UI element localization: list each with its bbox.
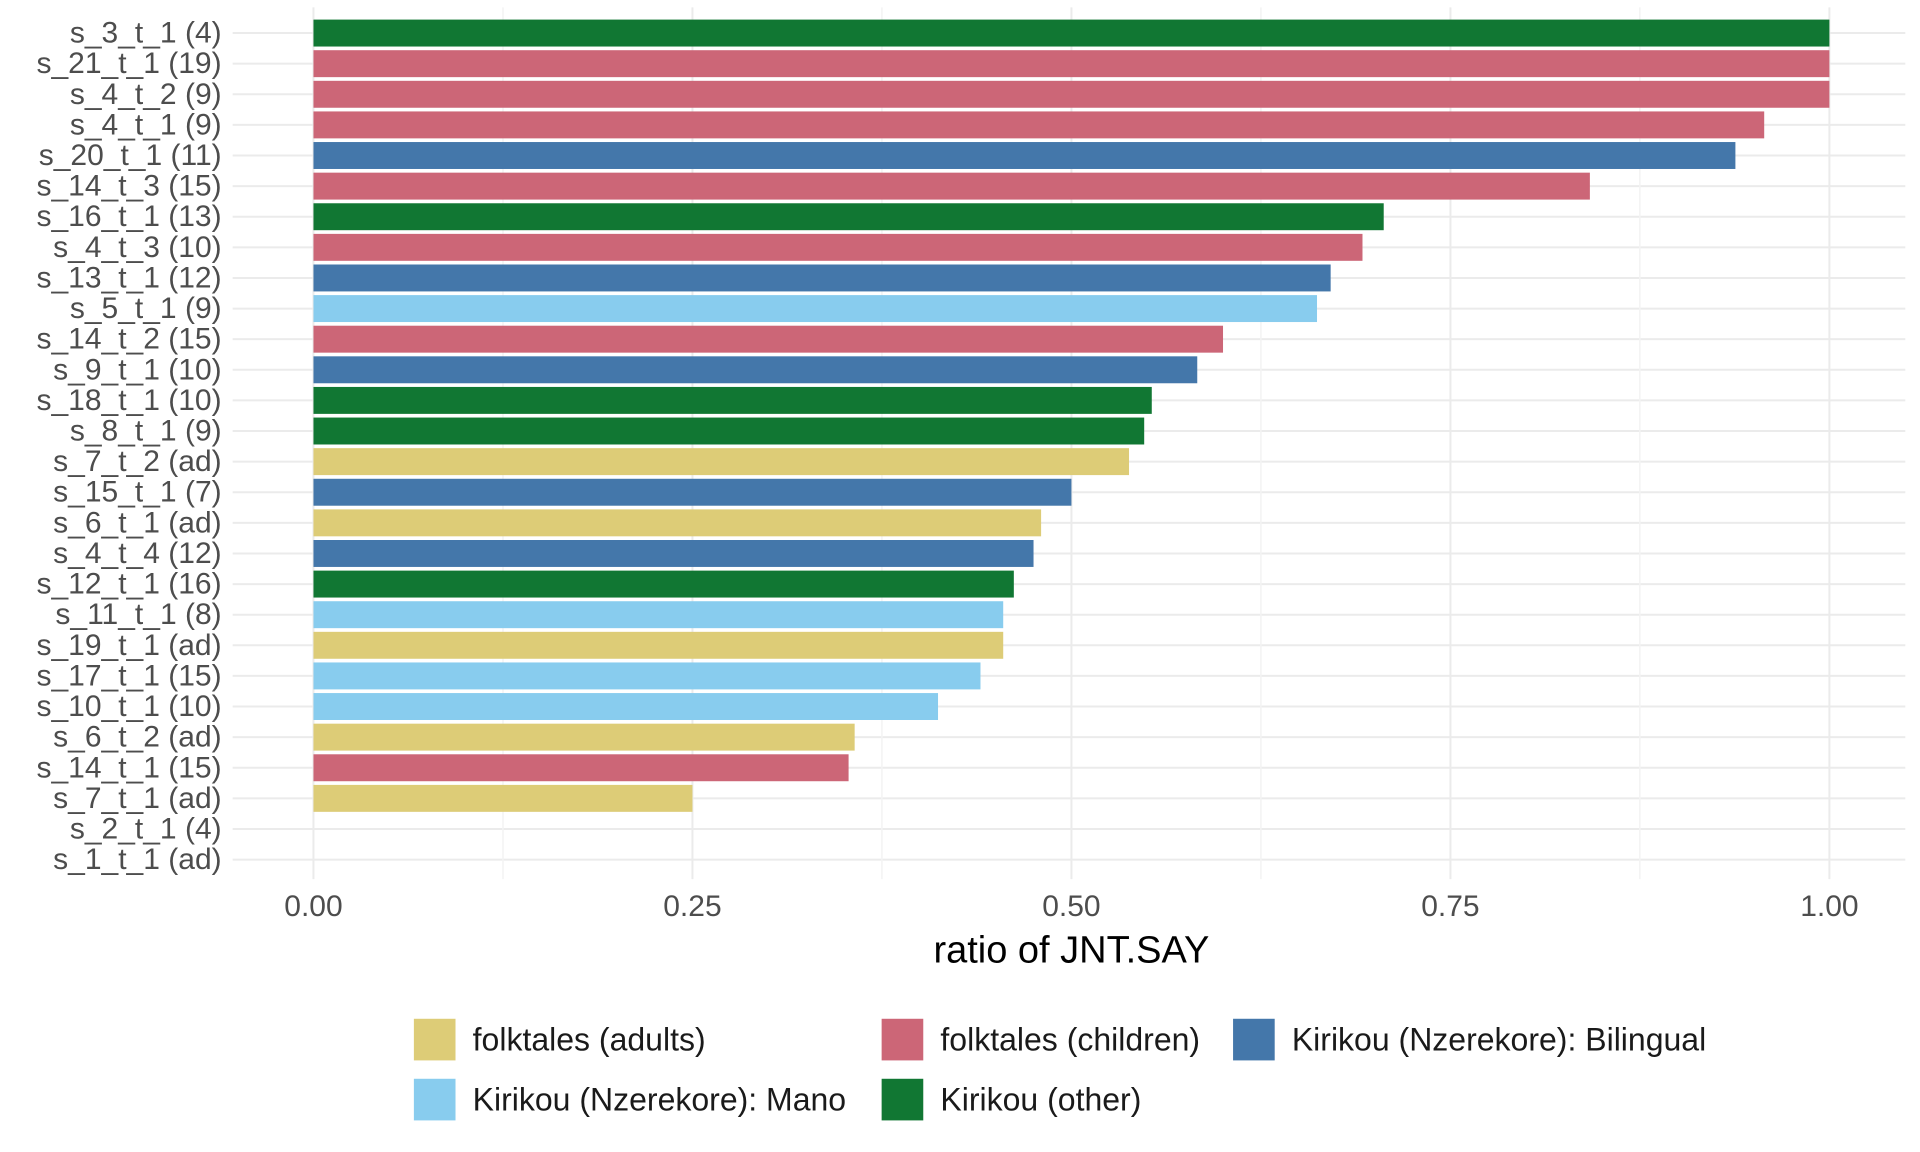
x-axis-tick-labels: 0.00 0.25 0.50 0.75 1.00 (284, 890, 1858, 923)
bar (313, 111, 1765, 139)
legend-label: Kirikou (Nzerekore): Mano (473, 1082, 846, 1118)
y-tick-label: s_15_t_1 (7) (53, 476, 221, 509)
bar (313, 417, 1145, 445)
y-tick-label: s_19_t_1 (ad) (36, 629, 221, 662)
legend-key (413, 1078, 456, 1121)
bar (313, 540, 1034, 567)
legend: folktales (adults) folktales (children) Ki… (413, 1018, 1706, 1121)
bar (313, 784, 693, 812)
y-tick-label: s_6_t_2 (ad) (53, 721, 221, 754)
bar (313, 172, 1590, 200)
legend-label: Kirikou (Nzerekore): Bilingual (1292, 1022, 1706, 1058)
y-tick-label: s_7_t_1 (ad) (53, 782, 221, 815)
y-tick-label: s_4_t_4 (12) (53, 537, 221, 570)
x-tick-label: 0.50 (1042, 890, 1100, 923)
y-tick-label: s_1_t_1 (ad) (53, 843, 221, 876)
bar (313, 325, 1224, 353)
bars (313, 19, 1830, 812)
y-tick-label: s_11_t_1 (8) (55, 598, 221, 631)
y-tick-label: s_3_t_1 (4) (70, 17, 222, 50)
y-tick-label: s_17_t_1 (15) (36, 659, 221, 692)
bar (313, 662, 981, 690)
y-tick-label: s_14_t_3 (15) (36, 170, 221, 203)
y-axis-tick-labels: s_3_t_1 (4)s_21_t_1 (19)s_4_t_2 (9)s_4_t… (36, 17, 221, 877)
legend-key (1233, 1018, 1275, 1061)
y-tick-label: s_7_t_2 (ad) (53, 445, 221, 478)
legend-key (413, 1018, 456, 1061)
bar (313, 356, 1198, 384)
bar (313, 723, 855, 751)
y-tick-label: s_14_t_1 (15) (36, 751, 221, 784)
bar (313, 386, 1152, 414)
x-tick-label: 1.00 (1800, 890, 1858, 923)
bar (313, 50, 1830, 78)
y-tick-label: s_14_t_2 (15) (36, 323, 221, 356)
x-tick-label: 0.75 (1421, 890, 1479, 923)
x-axis-title: ratio of JNT.SAY (933, 929, 1209, 971)
legend-key (881, 1078, 924, 1121)
bar (313, 80, 1830, 108)
y-tick-label: s_4_t_1 (9) (70, 108, 222, 141)
bar (313, 448, 1130, 476)
y-tick-label: s_16_t_1 (13) (36, 200, 221, 233)
x-tick-label: 0.00 (284, 890, 342, 923)
bar (313, 203, 1384, 231)
y-tick-label: s_18_t_1 (10) (36, 384, 221, 417)
x-tick-label: 0.25 (663, 890, 721, 923)
bar (313, 142, 1736, 169)
y-tick-label: s_4_t_3 (10) (53, 231, 221, 264)
bar (313, 570, 1014, 598)
bar (313, 295, 1318, 323)
bar (313, 693, 939, 720)
legend-label: folktales (children) (940, 1022, 1200, 1058)
y-tick-label: s_6_t_1 (ad) (53, 506, 221, 539)
bar (313, 19, 1830, 47)
y-tick-label: s_21_t_1 (19) (36, 47, 221, 80)
bar (313, 264, 1331, 292)
y-tick-label: s_12_t_1 (16) (36, 568, 221, 601)
bar (313, 601, 1004, 629)
bar (313, 478, 1072, 506)
y-tick-label: s_8_t_1 (9) (70, 415, 222, 448)
y-tick-label: s_20_t_1 (11) (39, 139, 222, 172)
legend-label: folktales (adults) (473, 1022, 706, 1058)
y-tick-label: s_13_t_1 (12) (36, 261, 221, 294)
y-tick-label: s_5_t_1 (9) (70, 292, 222, 325)
y-tick-label: s_9_t_1 (10) (53, 353, 221, 386)
y-tick-label: s_2_t_1 (4) (70, 812, 222, 845)
bar (313, 509, 1042, 537)
bar (313, 233, 1363, 261)
legend-label: Kirikou (other) (940, 1082, 1141, 1118)
bar (313, 631, 1004, 659)
bar (313, 754, 849, 782)
y-tick-label: s_10_t_1 (10) (36, 690, 221, 723)
legend-key (881, 1018, 924, 1061)
y-tick-label: s_4_t_2 (9) (70, 78, 222, 111)
